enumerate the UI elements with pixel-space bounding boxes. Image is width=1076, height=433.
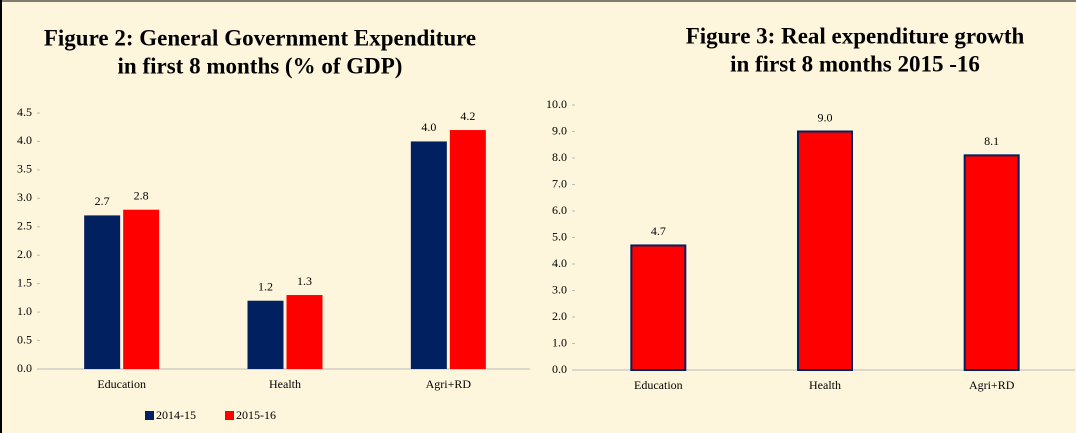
y-tick-label: 6.0 [552,203,567,217]
legend-swatch [225,411,234,420]
bar [247,300,284,369]
y-tick-label: 9.0 [552,123,567,137]
y-tick-label: 0.0 [17,361,32,375]
y-tick-label: 3.0 [17,190,32,204]
x-tick-label: Education [634,378,683,392]
bar [797,130,853,371]
y-tick-label: 1.5 [17,275,32,289]
data-label: 2.7 [95,194,110,208]
y-tick-label: 2.5 [17,219,32,233]
data-label: 1.2 [258,279,273,293]
bar [286,295,323,369]
bar [123,209,160,369]
bar [630,244,687,371]
x-tick-label: Agri+RD [426,377,472,391]
bar [410,141,447,369]
data-label: 1.3 [297,274,312,288]
y-tick-label: 8.0 [552,150,567,164]
data-label: 4.0 [421,120,436,134]
y-tick-label: 2.0 [552,309,567,323]
y-tick-label: 10.0 [546,97,567,111]
y-tick-label: 0.0 [552,362,567,376]
y-tick-label: 1.0 [552,335,567,349]
x-tick-label: Education [97,377,146,391]
y-tick-label: 2.0 [17,247,32,261]
y-tick-label: 3.0 [552,282,567,296]
data-label: 4.7 [651,224,666,238]
y-tick-label: 4.5 [17,105,32,119]
data-label: 9.0 [818,110,833,124]
bar [84,215,121,369]
bar [963,154,1020,371]
bar [449,130,486,369]
chart-title: in first 8 months (% of GDP) [118,53,403,78]
y-tick-label: 4.0 [17,133,32,147]
x-tick-label: Agri+RD [969,378,1015,392]
legend-label: 2015-16 [236,408,276,422]
chart-title: in first 8 months 2015 -16 [730,51,980,76]
x-tick-label: Health [269,377,301,391]
y-tick-label: 5.0 [552,229,567,243]
legend-swatch [145,411,154,420]
data-label: 8.1 [984,134,999,148]
chart-title: Figure 2: General Government Expenditure [44,25,476,50]
y-tick-label: 4.0 [552,256,567,270]
x-tick-label: Health [809,378,841,392]
chart-title: Figure 3: Real expenditure growth [686,23,1025,48]
y-tick-label: 3.5 [17,162,32,176]
y-tick-label: 1.0 [17,304,32,318]
y-tick-label: 7.0 [552,176,567,190]
data-label: 2.8 [134,188,149,202]
y-tick-label: 0.5 [17,332,32,346]
data-label: 4.2 [460,109,475,123]
legend-label: 2014-15 [156,408,196,422]
